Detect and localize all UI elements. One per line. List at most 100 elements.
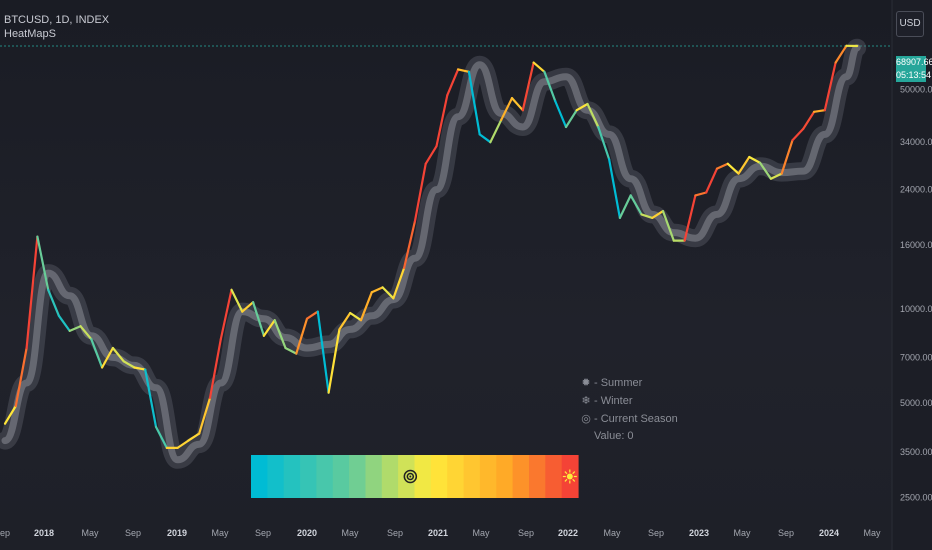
price-segment	[802, 110, 816, 130]
heat-bar-segment	[267, 455, 285, 498]
legend-summer: ✹ - Summer	[580, 376, 642, 389]
currency-scale-button[interactable]: USD	[896, 11, 924, 37]
price-segment	[90, 338, 104, 369]
last-price-label: 68907.66	[896, 56, 932, 69]
heat-bar-segment	[512, 455, 530, 498]
price-segment	[133, 366, 147, 371]
y-tick-label: 3500.00	[900, 447, 932, 457]
heat-bar-segment	[381, 455, 399, 498]
price-segment	[262, 319, 276, 337]
heat-bar-sun-icon	[566, 473, 573, 480]
x-tick-label: 2023	[689, 528, 709, 538]
y-tick-label: 24000.00	[900, 185, 932, 195]
price-segment	[586, 102, 600, 129]
price-segment	[295, 317, 309, 355]
y-tick-label: 34000.00	[900, 137, 932, 147]
price-segment	[3, 404, 17, 425]
legend-summer-label: - Summer	[594, 377, 643, 389]
legend-winter-label: - Winter	[594, 395, 633, 407]
price-segment	[500, 96, 514, 122]
x-tick-label: 2021	[428, 528, 448, 538]
price-segment	[618, 194, 632, 219]
heat-bar-segment	[398, 455, 415, 498]
price-segment	[25, 235, 39, 350]
sun-icon: ✹	[581, 377, 591, 389]
heat-bar-segment	[300, 455, 317, 498]
legend-value: Value: 0	[594, 430, 634, 442]
heat-bar-segment	[463, 455, 481, 498]
price-segment	[629, 194, 643, 216]
snowflake-icon: ❄	[581, 395, 591, 407]
price-segment	[327, 328, 341, 394]
price-segment	[661, 210, 675, 242]
x-tick-label: Sep	[778, 528, 794, 538]
y-tick-label: 2500.00	[900, 493, 932, 503]
price-segment	[349, 311, 363, 322]
price-segment	[316, 310, 330, 394]
price-segment	[467, 70, 481, 136]
legend-current-label: - Current Season	[594, 413, 678, 425]
y-tick-label: 5000.00	[900, 398, 932, 408]
heat-bar-segment	[496, 455, 514, 498]
x-tick-label: May	[211, 528, 229, 538]
price-segment	[780, 139, 794, 175]
price-segment	[521, 61, 535, 112]
x-tick-label: May	[341, 528, 359, 538]
price-segment	[834, 44, 848, 64]
price-segment	[823, 61, 837, 112]
indicator-name[interactable]: HeatMapS	[4, 28, 56, 40]
price-axis-panel	[892, 0, 932, 550]
heat-bar-segment	[414, 455, 432, 498]
x-tick-label: 2022	[558, 528, 578, 538]
price-segment	[748, 155, 762, 164]
price-segment	[219, 288, 233, 341]
price-segment	[241, 301, 255, 313]
price-segment	[532, 61, 546, 73]
sun-ray	[564, 471, 568, 475]
price-segment	[683, 194, 697, 242]
x-tick-label: May	[81, 528, 99, 538]
heat-bar-segment	[332, 455, 350, 498]
x-tick-label: May	[603, 528, 621, 538]
y-tick-label: 10000.00	[900, 304, 932, 314]
price-segment	[435, 94, 449, 148]
sun-ray	[572, 471, 576, 475]
price-segment	[359, 291, 373, 322]
x-tick-label: 2024	[819, 528, 839, 538]
heat-bar-segment	[529, 455, 546, 498]
heat-bar-segment	[316, 455, 334, 498]
price-segment	[651, 210, 665, 219]
current-season-marker-inner	[406, 472, 415, 481]
x-tick-label: 2019	[167, 528, 187, 538]
x-tick-label: May	[472, 528, 490, 538]
price-segment	[403, 220, 416, 270]
price-segment	[510, 96, 524, 112]
price-segment	[791, 127, 805, 142]
price-segment	[381, 286, 395, 300]
x-tick-label: May	[863, 528, 881, 538]
current-season-marker	[403, 469, 418, 484]
x-tick-label: Sep	[255, 528, 271, 538]
sun-ray	[564, 478, 568, 482]
heat-bar-segment	[479, 455, 497, 498]
heat-bar-segment	[349, 455, 366, 498]
price-segment	[564, 109, 578, 129]
price-segment	[370, 286, 384, 294]
y-tick-label: 7000.00	[900, 352, 932, 362]
symbol-title[interactable]: BTCUSD, 1D, INDEX	[4, 14, 110, 26]
price-segment	[68, 325, 82, 332]
price-segment	[47, 288, 61, 317]
current-season-marker-dot	[409, 475, 412, 478]
x-tick-label: Sep	[518, 528, 534, 538]
price-segment	[705, 167, 719, 194]
heat-bar-segment	[430, 455, 448, 498]
heat-bar-segment	[545, 455, 563, 498]
heat-bar-segment	[283, 455, 301, 498]
price-segment	[284, 346, 298, 355]
price-segment	[252, 301, 265, 337]
price-segment	[694, 191, 708, 197]
price-segment	[338, 311, 352, 331]
price-segment	[737, 155, 751, 175]
